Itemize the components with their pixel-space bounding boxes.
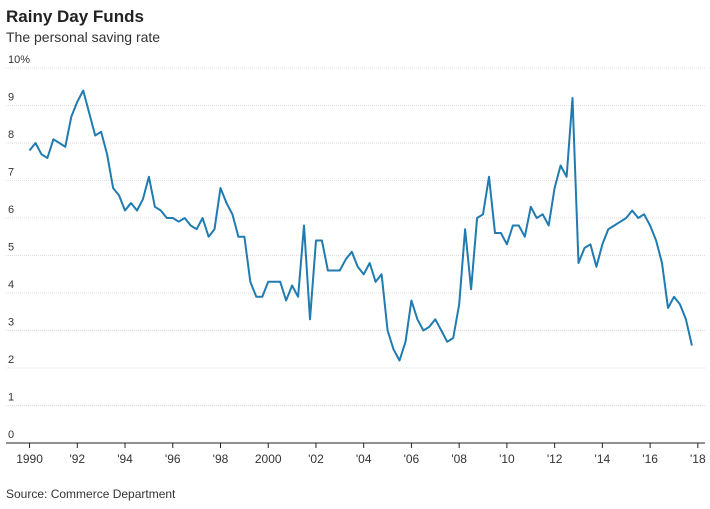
y-tick-label: 9	[8, 92, 14, 104]
x-tick-label: '92	[69, 452, 85, 466]
y-tick-label: 8	[8, 129, 14, 141]
x-tick-label: '04	[356, 452, 372, 466]
x-tick-label: '08	[451, 452, 467, 466]
x-tick-label: 2000	[255, 452, 282, 466]
y-tick-label: 0	[8, 429, 14, 441]
x-tick-label: '10	[499, 452, 515, 466]
x-tick-label: '14	[595, 452, 611, 466]
y-tick-label: 3	[8, 317, 14, 329]
y-tick-label: 2	[8, 354, 14, 366]
source-note: Source: Commerce Department	[6, 487, 176, 501]
y-tick-label: 7	[8, 167, 14, 179]
data-line	[28, 89, 693, 362]
x-tick-label: '12	[547, 452, 563, 466]
x-tick-label: '16	[642, 452, 658, 466]
x-tick-label: '96	[165, 452, 181, 466]
x-tick-label: '18	[690, 452, 706, 466]
x-tick-label: 1990	[16, 452, 43, 466]
x-tick-label: '98	[213, 452, 229, 466]
chart-title: Rainy Day Funds	[6, 7, 144, 26]
y-tick-label: 1	[8, 392, 14, 404]
y-tick-label: 5	[8, 242, 14, 254]
y-tick-label: 6	[8, 204, 14, 216]
x-tick-label: '94	[117, 452, 133, 466]
chart-subtitle: The personal saving rate	[6, 29, 160, 45]
y-tick-label: 4	[8, 279, 14, 291]
x-tick-label: '06	[404, 452, 420, 466]
x-tick-label: '02	[308, 452, 324, 466]
y-tick-label: 10%	[8, 54, 30, 66]
